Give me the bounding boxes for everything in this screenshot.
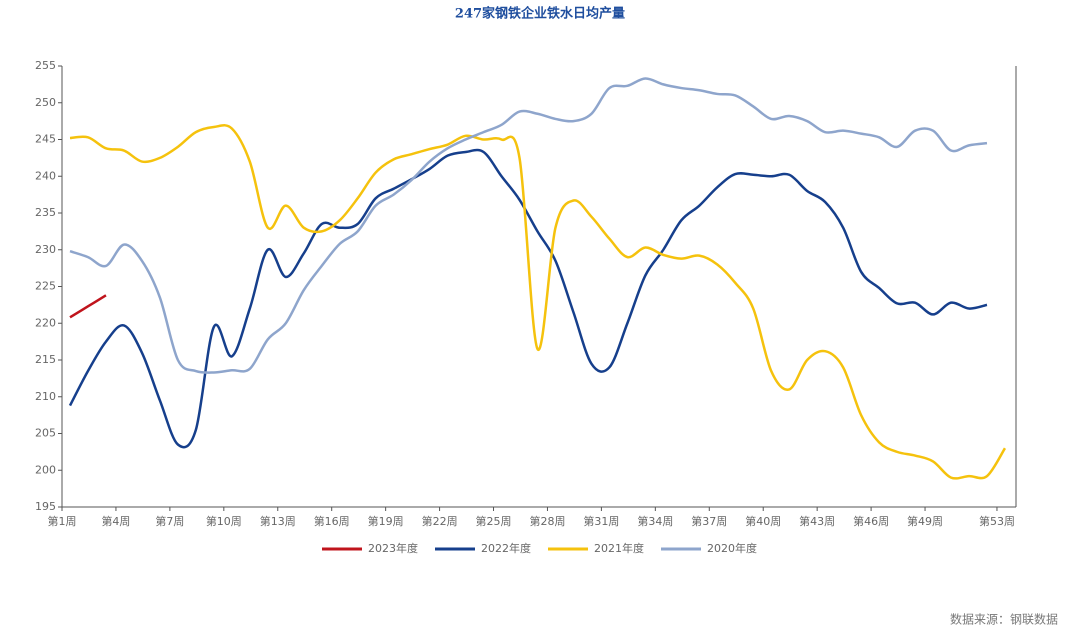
y-tick-label: 195 <box>35 500 56 513</box>
y-tick-label: 255 <box>35 59 56 72</box>
x-tick-label: 第46周 <box>853 514 889 528</box>
line-series <box>69 124 1007 480</box>
x-tick-label: 第43周 <box>799 514 835 528</box>
line-series <box>69 294 107 319</box>
y-tick-label: 220 <box>35 316 56 329</box>
legend-label: 2020年度 <box>707 541 757 555</box>
y-tick-label: 210 <box>35 390 56 403</box>
x-tick-label: 第37周 <box>691 514 727 528</box>
line-series <box>69 77 988 374</box>
y-tick-label: 240 <box>35 169 56 182</box>
y-tick-label: 250 <box>35 96 56 109</box>
source: 数据来源：钢联数据 <box>950 612 1058 627</box>
y-tick-label: 230 <box>35 243 56 256</box>
y-tick-label: 205 <box>35 427 56 440</box>
y-tick-label: 215 <box>35 353 56 366</box>
y-tick-label: 200 <box>35 463 56 476</box>
legend-label: 2022年度 <box>481 541 531 555</box>
x-tick-label: 第1周 <box>48 514 77 528</box>
y-tick-label: 225 <box>35 280 56 293</box>
x-tick-label: 第31周 <box>583 514 619 528</box>
chart-title: 247家钢铁企业铁水日均产量 <box>455 6 625 22</box>
x-tick-label: 第53周 <box>979 514 1015 528</box>
legend-label: 2021年度 <box>594 541 644 555</box>
line-series <box>68 148 988 449</box>
x-tick-label: 第40周 <box>745 514 781 528</box>
x-tick-label: 第19周 <box>368 514 404 528</box>
x-tick-label: 第22周 <box>422 514 458 528</box>
x-tick-label: 第34周 <box>637 514 673 528</box>
x-tick-label: 第25周 <box>476 514 512 528</box>
y-tick-label: 245 <box>35 133 56 146</box>
y-tick-label: 235 <box>35 206 56 219</box>
x-tick-label: 第4周 <box>101 514 130 528</box>
x-tick-label: 第28周 <box>529 514 565 528</box>
x-tick-label: 第13周 <box>260 514 296 528</box>
x-tick-label: 第16周 <box>314 514 350 528</box>
x-tick-label: 第7周 <box>155 514 184 528</box>
x-tick-label: 第49周 <box>907 514 943 528</box>
x-tick-label: 第10周 <box>206 514 242 528</box>
legend-label: 2023年度 <box>368 541 418 555</box>
